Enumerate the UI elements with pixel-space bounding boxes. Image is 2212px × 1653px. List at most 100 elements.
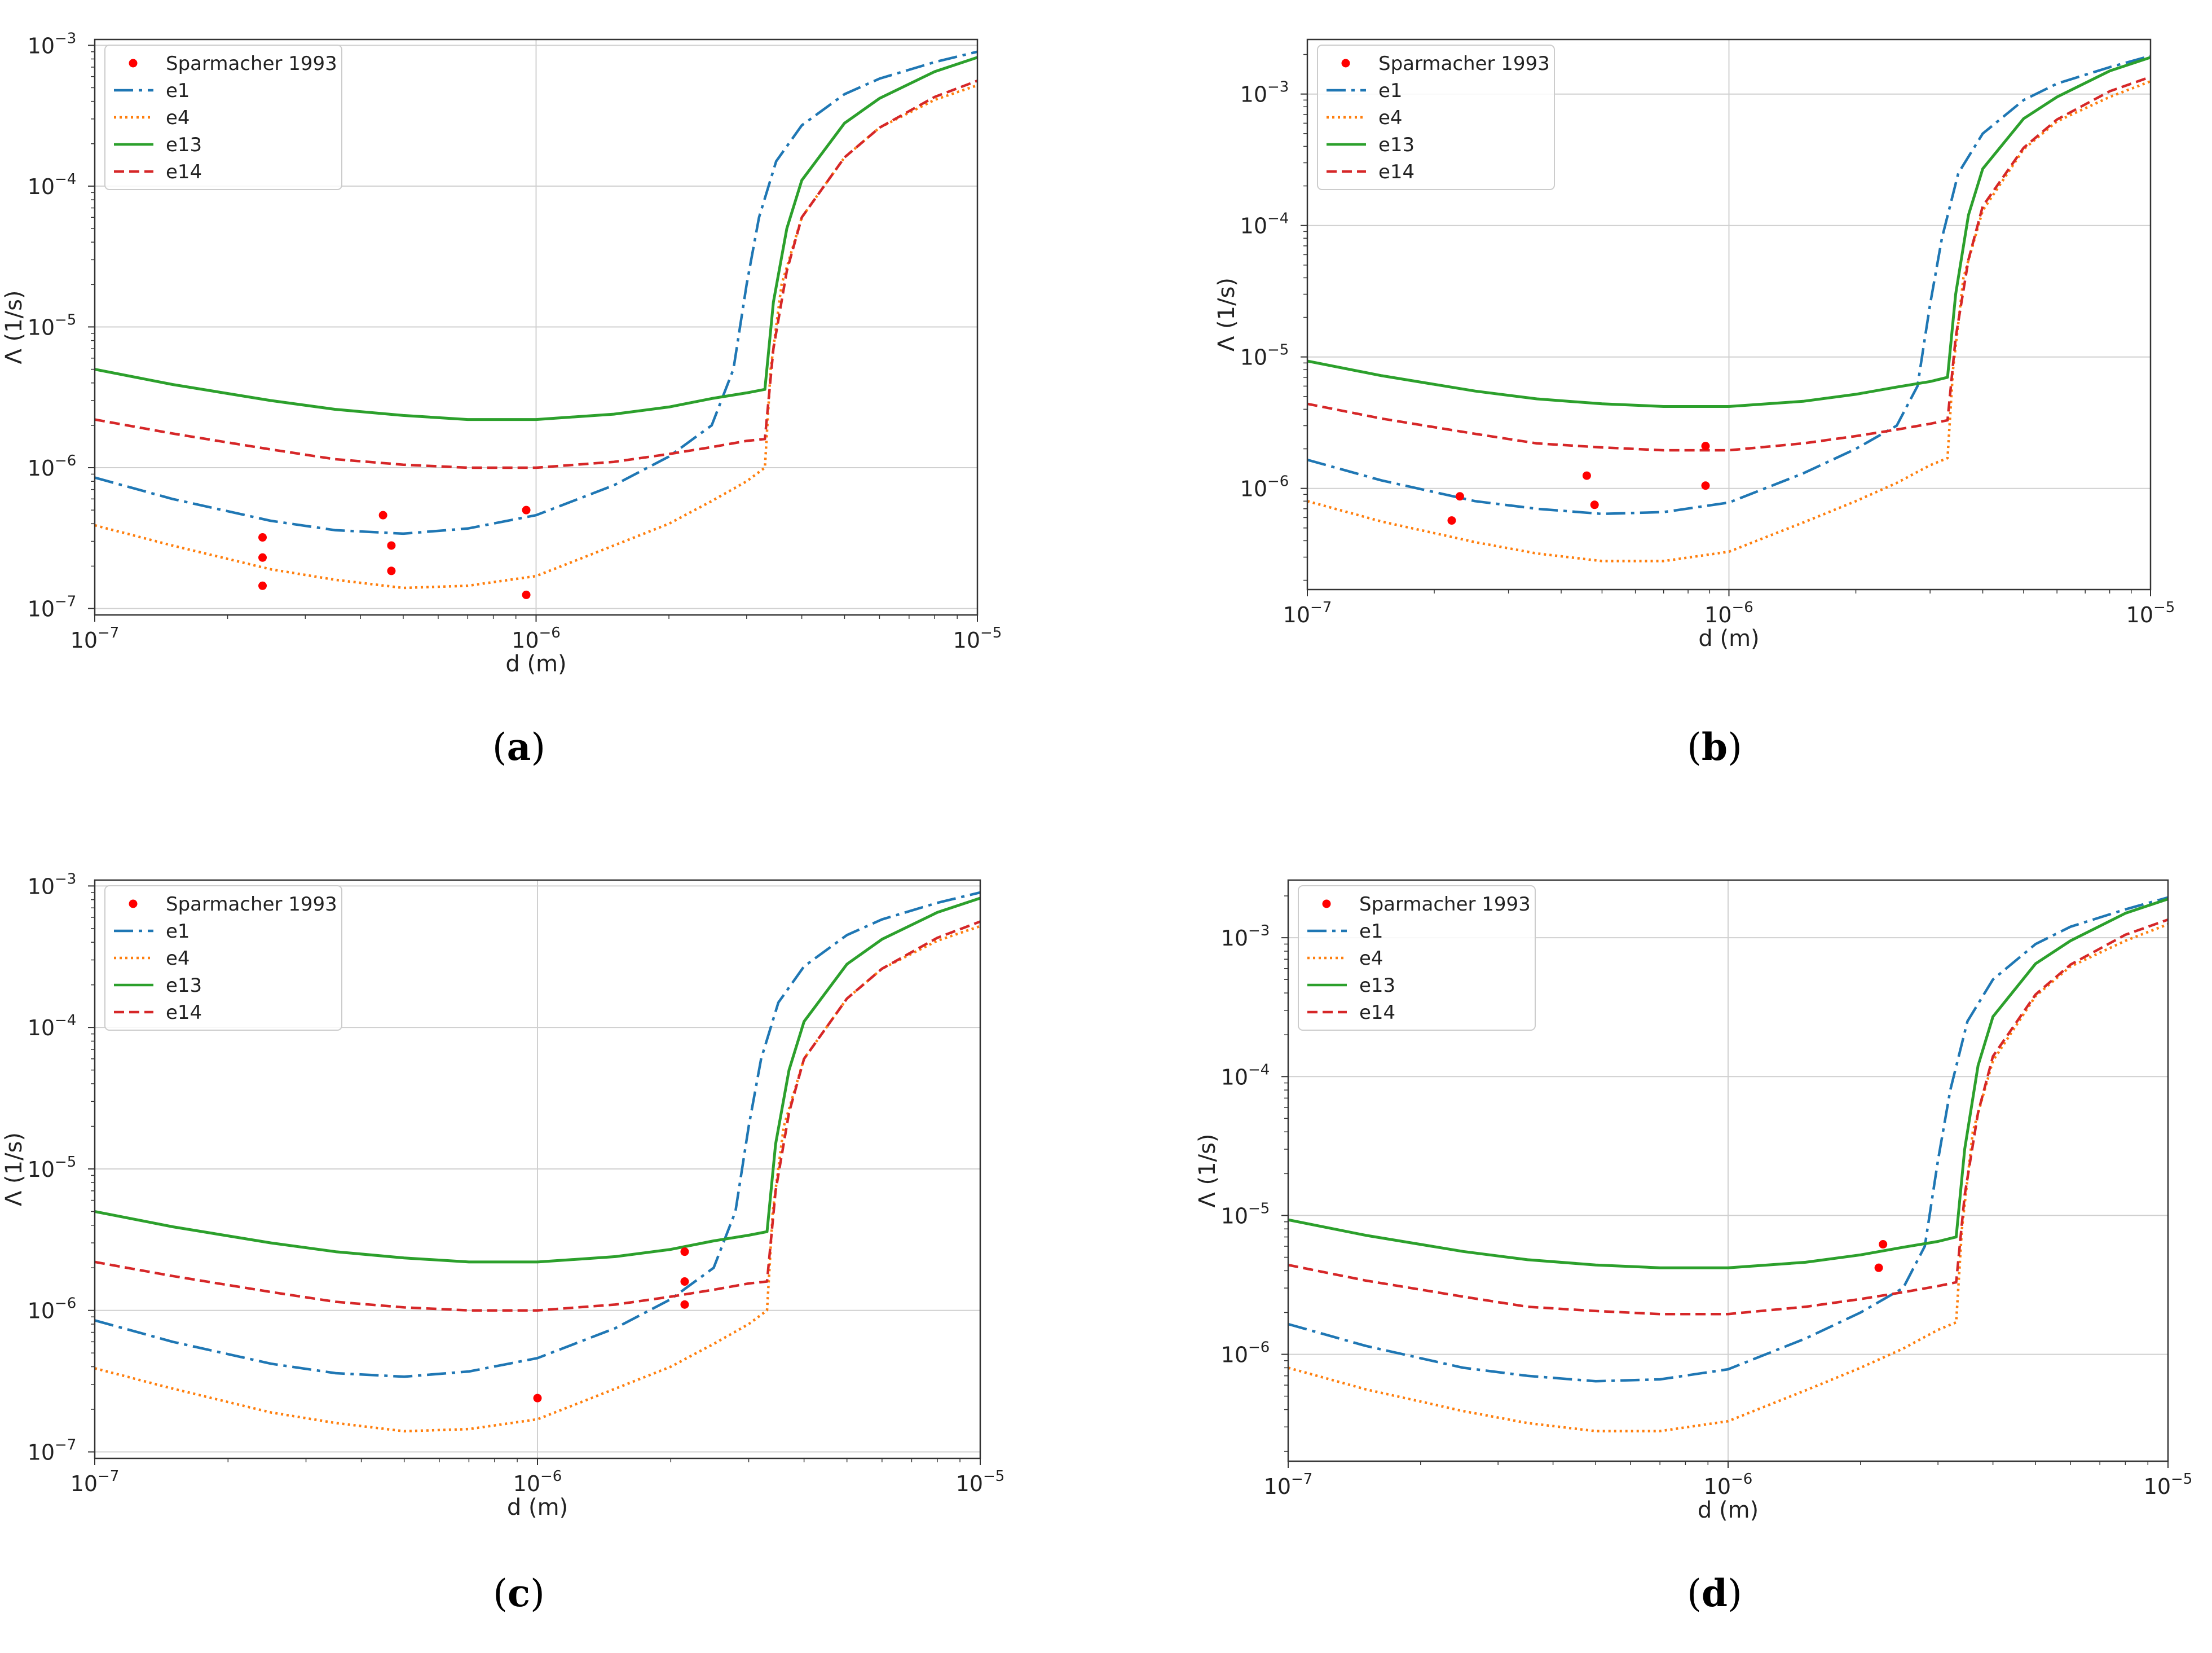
legend-label: e14 <box>1378 161 1415 183</box>
legend-box <box>104 45 342 190</box>
legend-label: e1 <box>166 80 190 102</box>
x-axis-label: d (m) <box>1698 1497 1759 1523</box>
legend-marker <box>129 59 138 68</box>
data-point <box>258 553 267 562</box>
y-axis-label: Λ (1/s) <box>1 290 27 364</box>
series-line-e1 <box>1288 896 2168 1383</box>
y-tick-label: 10−5 <box>1240 342 1289 370</box>
data-point <box>533 1393 542 1403</box>
x-tick-label: 10−7 <box>70 1468 120 1496</box>
x-tick-label: 10−5 <box>2144 1471 2193 1499</box>
legend-marker <box>1322 899 1331 908</box>
data-point <box>1701 442 1710 451</box>
y-tick-label: 10−3 <box>28 871 77 899</box>
x-tick-label: 10−6 <box>512 625 561 653</box>
legend-label: Sparmacher 1993 <box>1359 893 1531 916</box>
y-tick-label: 10−5 <box>28 1154 77 1182</box>
series-line-e14 <box>1307 76 2151 452</box>
data-point <box>522 590 531 599</box>
x-tick-label: 10−7 <box>70 625 120 653</box>
data-point <box>378 511 387 520</box>
series-line-e1 <box>95 50 977 535</box>
legend-label: e14 <box>1359 1001 1395 1024</box>
y-tick-label: 10−3 <box>28 30 77 58</box>
legend-label: e1 <box>1359 920 1383 943</box>
panel-caption: (b) <box>1687 725 1742 769</box>
legend: Sparmacher 1993 e1 e4 e13 e14 <box>1298 885 1536 1031</box>
series-line-e13 <box>1307 56 2151 408</box>
panel-caption: (c) <box>493 1571 545 1615</box>
panel-caption: (d) <box>1687 1571 1742 1615</box>
series-group <box>1288 896 2168 1432</box>
x-tick-label: 10−5 <box>956 1468 1005 1496</box>
data-point <box>1447 516 1456 525</box>
legend-label: e4 <box>166 107 190 129</box>
legend-label: Sparmacher 1993 <box>1378 52 1550 75</box>
y-tick-label: 10−7 <box>28 1437 77 1465</box>
data-point <box>1590 500 1599 509</box>
panel-a: 10−7 10−6 10−5 10−7 10−6 10−5 10−4 10−3 d (m) Λ (… <box>1 30 1002 769</box>
data-point <box>680 1300 689 1309</box>
panel-b: 10−7 10−6 10−5 10−6 10−5 10−4 10−3 d (m) Λ (1/s)… <box>1214 38 2175 769</box>
x-tick-label: 10−5 <box>953 625 1002 653</box>
series-line-e13 <box>95 896 980 1264</box>
y-tick-label: 10−6 <box>1240 473 1289 502</box>
data-point <box>680 1247 689 1256</box>
data-point <box>258 533 267 542</box>
y-tick-label: 10−4 <box>28 1012 77 1040</box>
y-tick-label: 10−7 <box>28 594 77 622</box>
legend-label: e14 <box>166 1001 202 1024</box>
y-tick-label: 10−4 <box>1240 210 1289 239</box>
series-line-e1 <box>95 891 980 1378</box>
series-line-e14 <box>1288 918 2168 1316</box>
data-point <box>522 505 531 515</box>
y-tick-label: 10−5 <box>28 311 77 340</box>
y-axis-label: Λ (1/s) <box>1214 278 1240 351</box>
legend-label: Sparmacher 1993 <box>166 893 337 916</box>
panel-c: 10−7 10−6 10−5 10−7 10−6 10−5 10−4 10−3 d (m) Λ (… <box>1 871 1004 1615</box>
series-group <box>95 50 977 590</box>
legend-label: e1 <box>166 920 190 943</box>
x-axis-label: d (m) <box>1698 626 1759 652</box>
y-tick-label: 10−4 <box>28 171 77 199</box>
legend-label: e14 <box>166 161 202 183</box>
y-tick-label: 10−6 <box>1221 1339 1270 1368</box>
y-tick-label: 10−5 <box>1221 1200 1270 1228</box>
data-point <box>1701 481 1710 490</box>
legend-marker <box>129 899 138 908</box>
legend-marker <box>1341 59 1350 68</box>
series-line-e1 <box>1307 54 2151 516</box>
legend-label: e4 <box>166 947 190 970</box>
legend-label: e4 <box>1359 947 1383 970</box>
series-group <box>1307 54 2151 562</box>
legend-label: e1 <box>1378 80 1403 102</box>
x-axis-label: d (m) <box>507 1494 568 1520</box>
y-tick-label: 10−4 <box>1221 1061 1270 1089</box>
y-axis-label: Λ (1/s) <box>1195 1133 1220 1207</box>
series-line-e13 <box>95 56 977 421</box>
x-tick-label: 10−6 <box>1704 1471 1753 1499</box>
x-tick-label: 10−5 <box>2126 599 2175 627</box>
x-tick-label: 10−6 <box>513 1468 562 1496</box>
legend: Sparmacher 1993 e1 e4 e13 e14 <box>1317 45 1555 190</box>
data-point <box>1874 1263 1883 1272</box>
legend-box <box>104 885 342 1031</box>
legend-label: e13 <box>1378 134 1415 156</box>
data-point <box>680 1277 689 1286</box>
y-tick-label: 10−3 <box>1221 922 1270 951</box>
y-tick-label: 10−3 <box>1240 79 1289 107</box>
legend-box <box>1298 885 1536 1031</box>
legend-label: e4 <box>1378 107 1403 129</box>
data-point <box>1879 1240 1888 1249</box>
legend-label: e13 <box>166 974 202 997</box>
series-line-e4 <box>1307 80 2151 562</box>
series-group <box>95 891 980 1433</box>
data-point <box>1455 492 1464 501</box>
legend-label: e13 <box>1359 974 1395 997</box>
data-point <box>387 541 396 550</box>
series-line-e14 <box>95 920 980 1312</box>
legend-label: e13 <box>166 134 202 156</box>
y-tick-label: 10−6 <box>28 1295 77 1324</box>
x-tick-label: 10−7 <box>1264 1471 1313 1499</box>
